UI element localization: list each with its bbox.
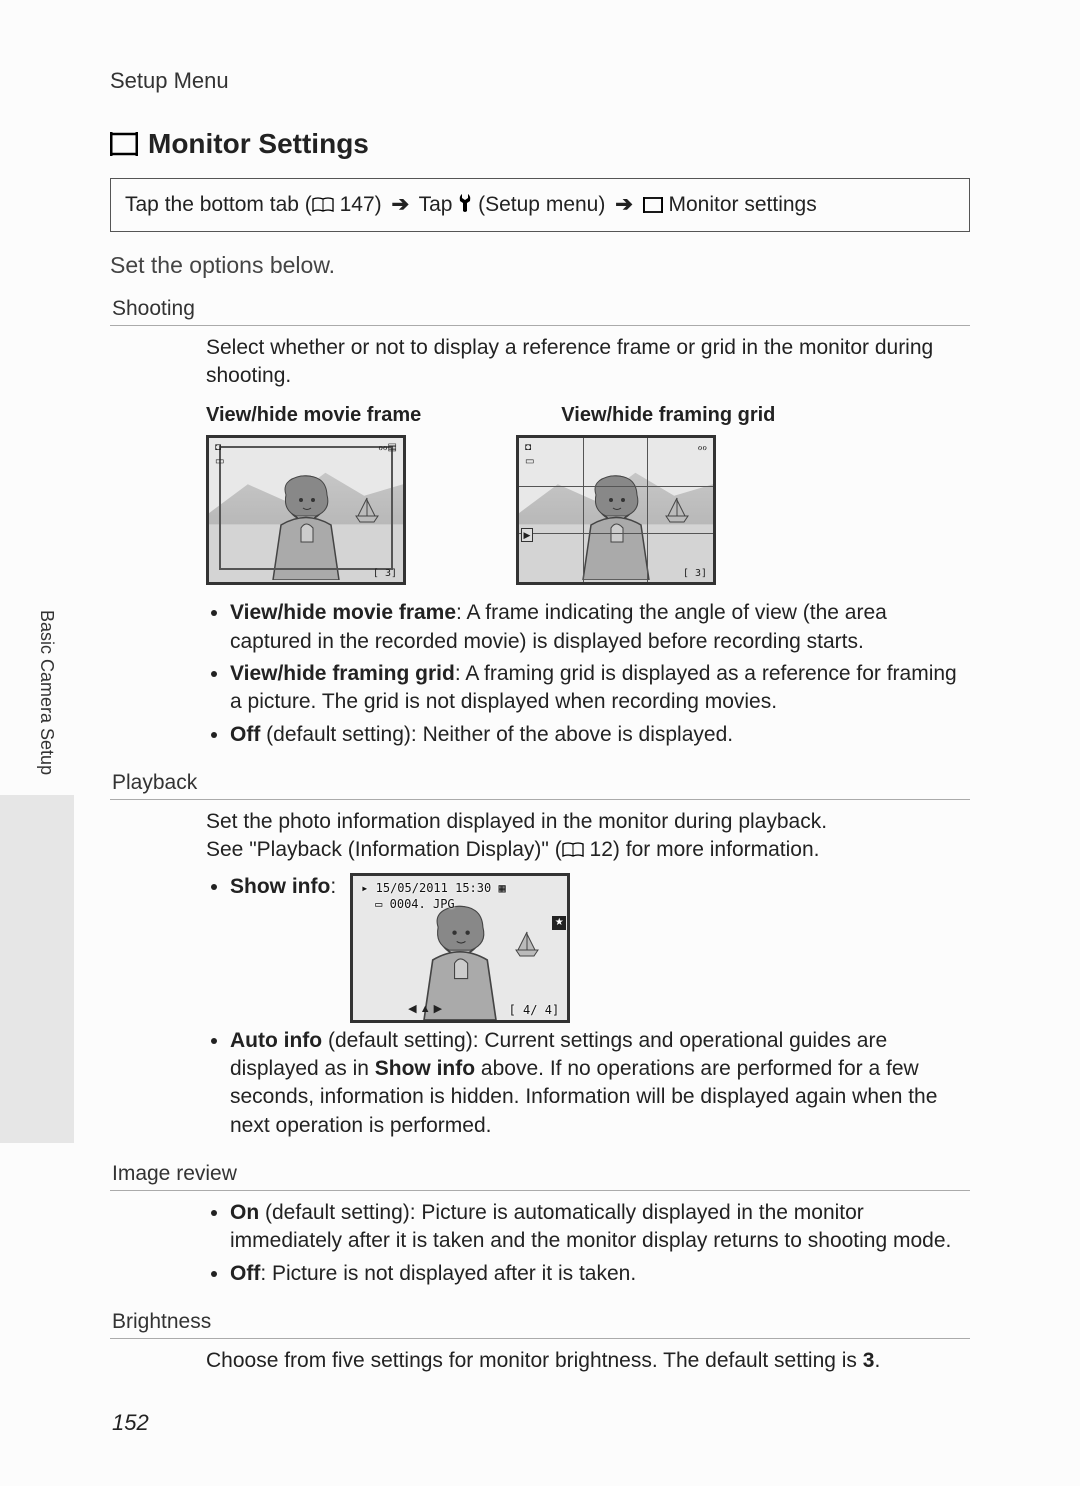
list-item: Off (default setting): Neither of the ab…: [230, 721, 970, 749]
section-head-image-review: Image review: [110, 1158, 970, 1191]
bullet-bold: View/hide framing grid: [230, 662, 455, 685]
section-head-shooting: Shooting: [110, 293, 970, 326]
nav-path-box: Tap the bottom tab ( 147) ➔ Tap (Setup m…: [110, 178, 970, 232]
bullet-bold: On: [230, 1201, 259, 1224]
section-body-shooting: Select whether or not to display a refer…: [110, 334, 970, 749]
play-tab-icon: ▶: [521, 528, 533, 542]
bullet-bold-inline: Show info: [375, 1057, 475, 1080]
title-row: Monitor Settings: [110, 128, 970, 160]
shooting-bullets: View/hide movie frame: A frame indicatin…: [206, 599, 970, 749]
list-item: View/hide movie frame: A frame indicatin…: [230, 599, 970, 656]
bullet-bold: Off: [230, 1262, 260, 1285]
lcd-date: 15/05/2011 15:30: [376, 881, 492, 895]
breadcrumb: Setup Menu: [110, 68, 970, 94]
sailboat-icon: [515, 930, 539, 958]
section-body-image-review: On (default setting): Picture is automat…: [110, 1199, 970, 1288]
playback-desc1: Set the photo information displayed in t…: [206, 808, 970, 836]
monitor-icon-small: [643, 197, 663, 213]
caption-framing-grid: View/hide framing grid: [561, 402, 775, 429]
list-item: Show info:: [230, 873, 970, 1023]
brightness-desc-a: Choose from five settings for monitor br…: [206, 1349, 863, 1372]
bullet-bold: View/hide movie frame: [230, 601, 456, 624]
book-icon: [562, 842, 584, 858]
list-item: Off: Picture is not displayed after it i…: [230, 1260, 970, 1288]
page-number: 152: [112, 1410, 149, 1436]
sub-captions: View/hide movie frame View/hide framing …: [206, 402, 970, 429]
playback-bullets: Show info:: [206, 873, 970, 1140]
manual-page: Basic Camera Setup Setup Menu Monitor Se…: [0, 0, 1080, 1486]
lcd-playback: ▸ 15/05/2011 15:30 ▦ ▭ 0004. JPG ★ ◀ ▲ ▶…: [350, 873, 570, 1023]
lcd-counter: [ 3]: [683, 567, 707, 581]
list-item: Auto info (default setting): Current set…: [230, 1027, 970, 1140]
nav-text-2: Tap: [419, 193, 459, 216]
lcd-row: ◘▭ ℴℴ▤ [ 3]: [206, 435, 970, 585]
caption-movie-frame: View/hide movie frame: [206, 402, 421, 429]
nav-text-3: Monitor settings: [668, 193, 816, 216]
lcd-counter: [ 3]: [373, 567, 397, 581]
page-title: Monitor Settings: [148, 128, 369, 160]
playback-desc2a: See "Playback (Information Display)" (: [206, 838, 562, 861]
bullet-bold: Off: [230, 723, 260, 746]
lcd-framing-grid: ◘▭ ℴℴ ▶ [ 3]: [516, 435, 716, 585]
lcd-date-row: ▸ 15/05/2011 15:30 ▦: [361, 880, 559, 896]
lcd-file-row: ▭ 0004. JPG: [375, 896, 454, 912]
intro-text: Set the options below.: [110, 252, 970, 279]
book-icon: [312, 197, 334, 213]
nav-setup-label: (Setup menu): [472, 193, 611, 216]
section-body-playback: Set the photo information displayed in t…: [110, 808, 970, 1140]
nav-text-1: Tap the bottom tab (: [125, 193, 312, 216]
wrench-icon: [458, 193, 472, 213]
list-item: View/hide framing grid: A framing grid i…: [230, 660, 970, 717]
lcd-file: 0004. JPG: [390, 897, 455, 911]
side-tab-label: Basic Camera Setup: [36, 610, 57, 850]
nav-ref-1: 147): [340, 193, 388, 216]
lcd-top-left-icons: ◘▭: [215, 441, 224, 468]
sailboat-icon: [665, 496, 689, 524]
lcd-counter: 4/ 4: [523, 1003, 552, 1017]
brightness-default: 3: [863, 1349, 875, 1372]
playback-desc2b: 12) for more information.: [584, 838, 820, 861]
list-item: On (default setting): Picture is automat…: [230, 1199, 970, 1256]
playback-desc2: See "Playback (Information Display)" ( 1…: [206, 836, 970, 864]
lcd-movie-frame: ◘▭ ℴℴ▤ [ 3]: [206, 435, 406, 585]
section-body-brightness: Choose from five settings for monitor br…: [110, 1347, 970, 1375]
arrow-icon: ➔: [615, 193, 633, 216]
bullet-text: : Picture is not displayed after it is t…: [260, 1262, 636, 1285]
lcd-top-right-icons: ℴℴ: [698, 441, 707, 455]
monitor-icon: [110, 132, 138, 156]
nav-triangles-icon: ◀ ▲ ▶: [408, 1002, 442, 1017]
section-head-playback: Playback: [110, 767, 970, 800]
shooting-desc: Select whether or not to display a refer…: [206, 334, 970, 391]
image-review-bullets: On (default setting): Picture is automat…: [206, 1199, 970, 1288]
brightness-desc-b: .: [874, 1349, 880, 1372]
lcd-top-right-icons: ℴℴ▤: [378, 441, 397, 455]
section-head-brightness: Brightness: [110, 1306, 970, 1339]
star-icon: ★: [552, 916, 566, 930]
bullet-bold: Auto info: [230, 1029, 322, 1052]
bullet-text: (default setting): Neither of the above …: [260, 723, 733, 746]
lcd-top-left-icons: ◘▭: [525, 441, 534, 468]
arrow-icon: ➔: [392, 193, 410, 216]
bullet-text: (default setting): Picture is automatica…: [230, 1201, 951, 1252]
show-info-label: Show info: [230, 875, 330, 898]
lcd-counter-row: [ 4/ 4]: [509, 1002, 560, 1018]
